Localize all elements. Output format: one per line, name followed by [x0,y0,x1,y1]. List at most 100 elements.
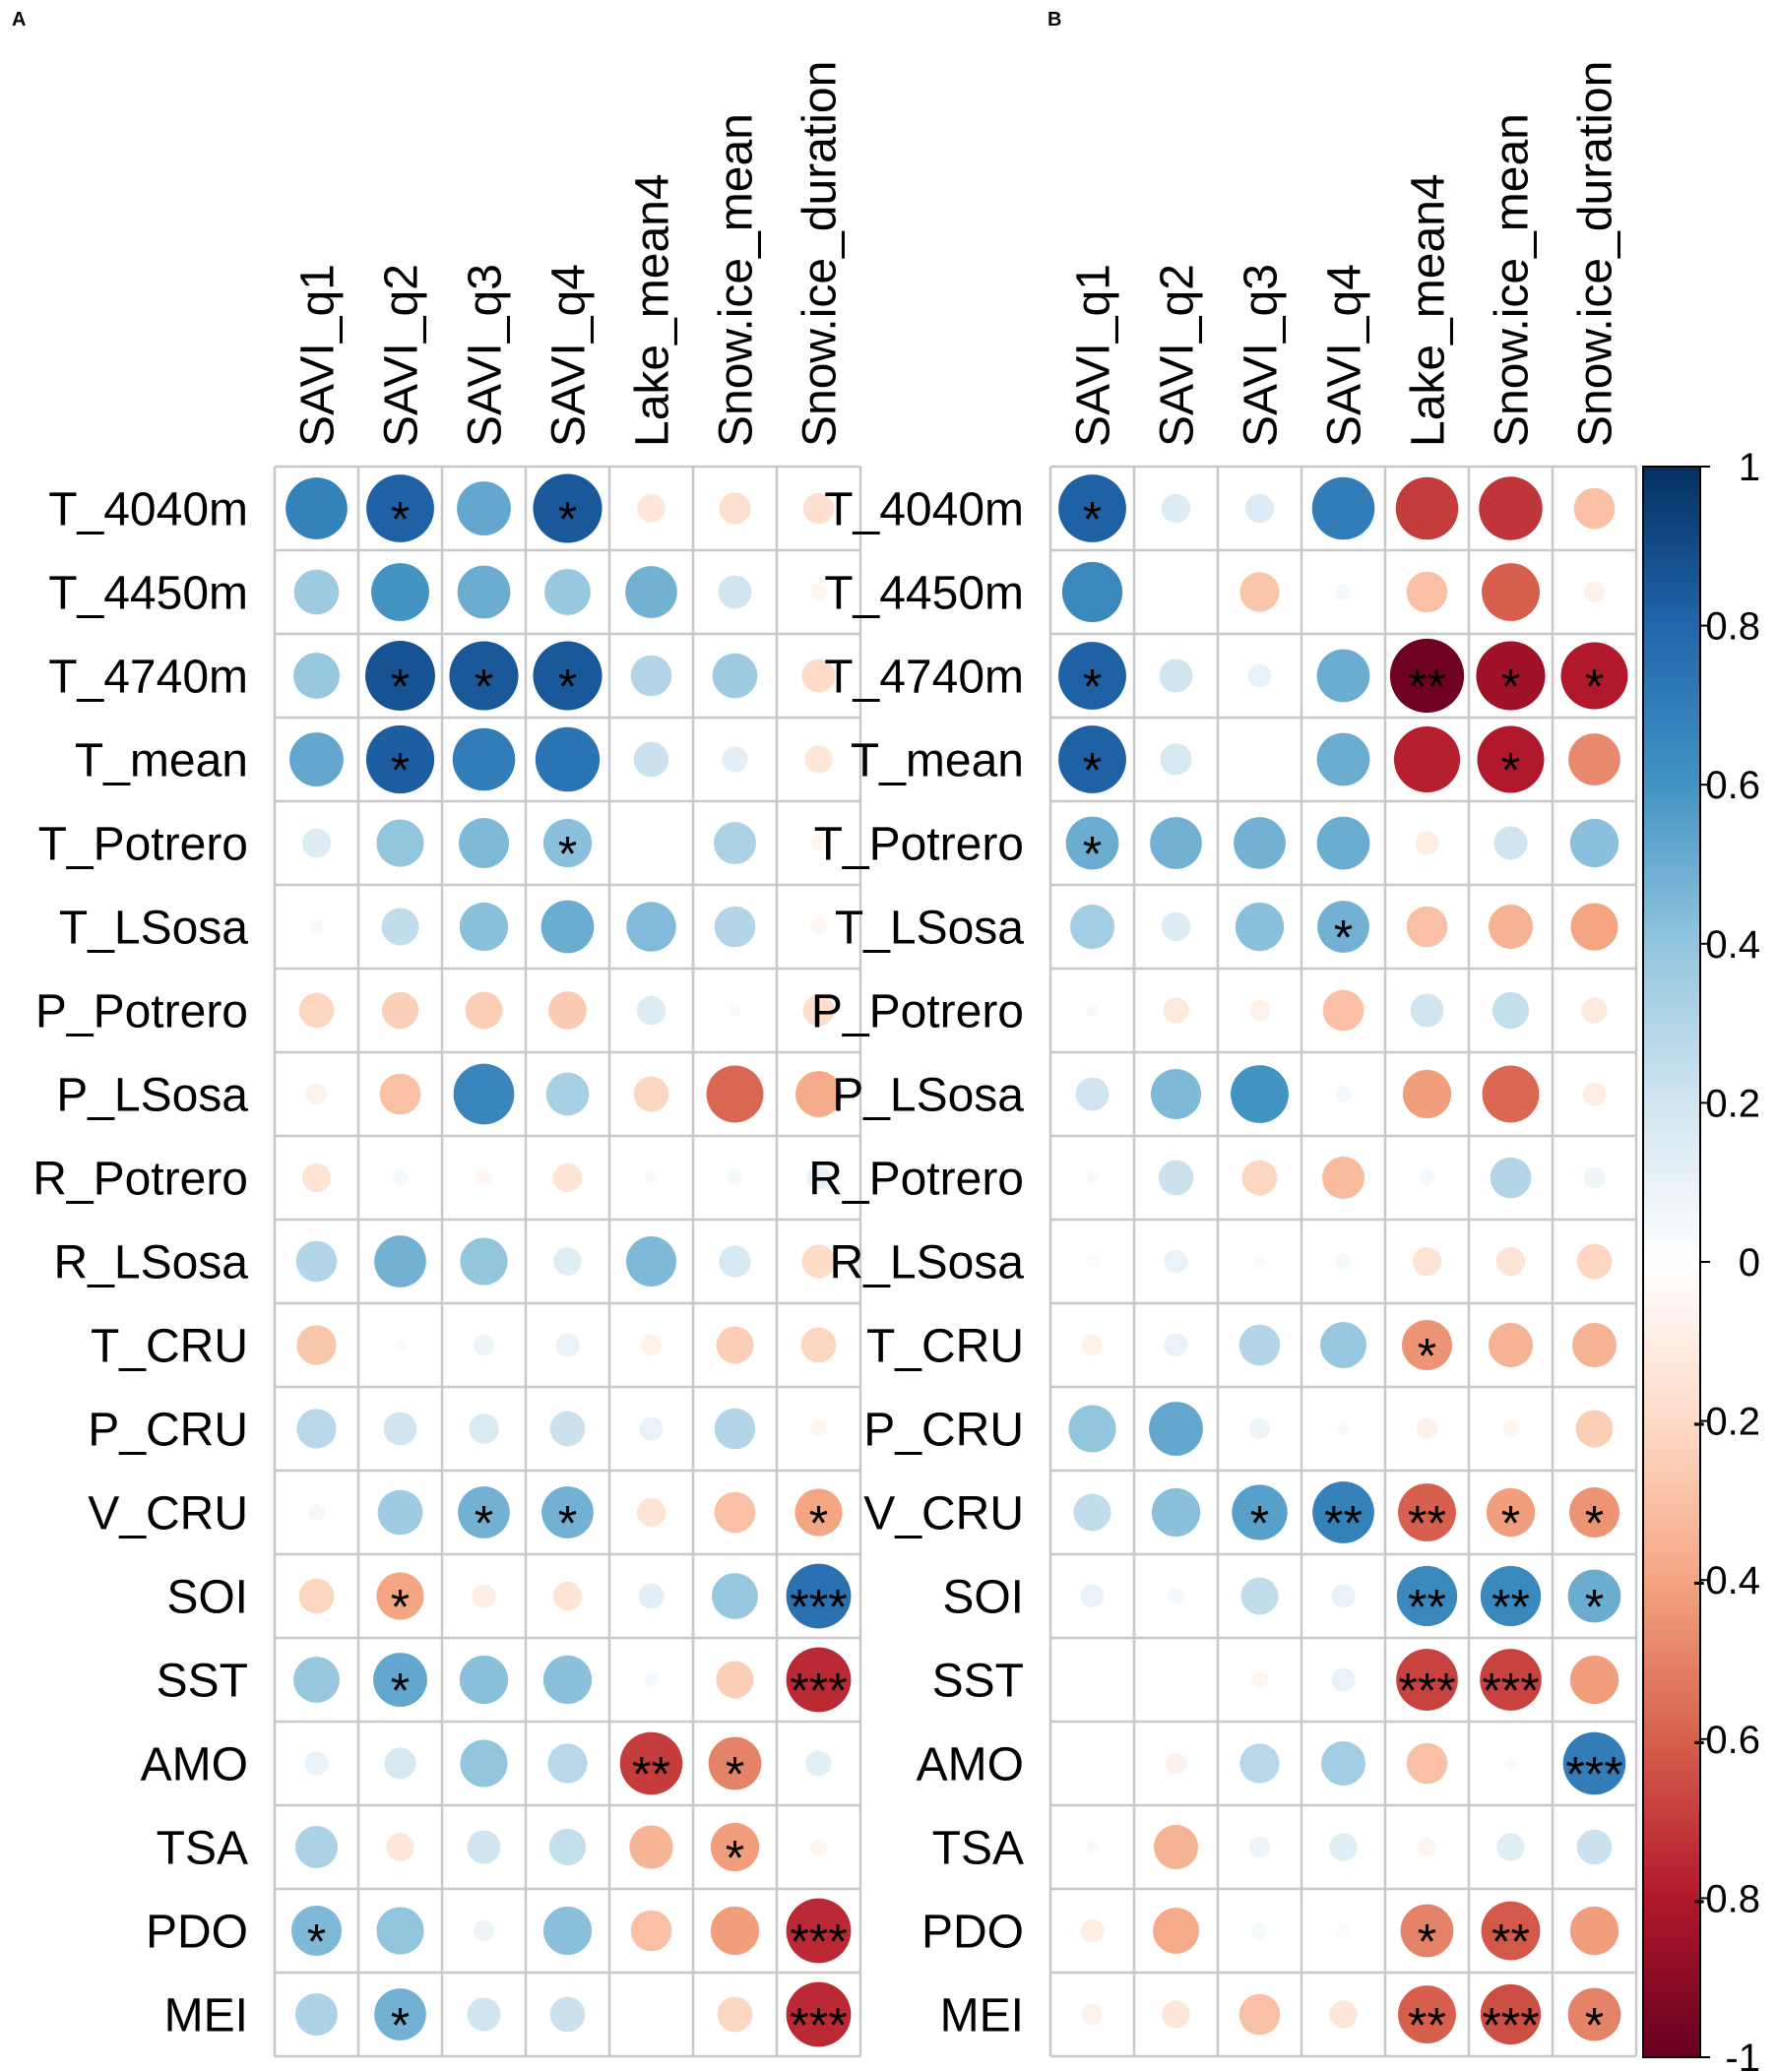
row-label: T_mean [851,735,1024,787]
correlation-circle [381,991,419,1030]
correlation-circle [1491,991,1530,1030]
correlation-circle [1576,1243,1613,1280]
correlation-circle [806,1165,831,1190]
correlation-circle [1248,1836,1271,1858]
significance-marker: ** [1491,1580,1530,1635]
row-label: R_LSosa [54,1237,249,1289]
correlation-circle [625,566,677,618]
correlation-circle [633,741,669,778]
correlation-circle [1575,1410,1614,1448]
correlation-circle [1316,732,1370,786]
correlation-circle [371,563,429,621]
correlation-circle [393,1338,408,1352]
row-label: TSA [932,1823,1024,1875]
correlation-circle [1569,818,1619,868]
significance-marker: * [391,1998,410,2053]
correlation-circle [638,1583,665,1609]
row-label: P_Potrero [811,986,1024,1038]
significance-marker: *** [790,1664,847,1719]
correlation-circle [293,1657,340,1703]
column-label: SAVI_q3 [460,264,512,447]
correlation-circle [460,1739,508,1788]
significance-marker: * [1501,743,1520,798]
correlation-circle [810,1839,827,1855]
significance-marker: * [1418,1329,1436,1384]
correlation-circle [1402,1320,1452,1370]
significance-marker: ** [1408,1998,1446,2053]
correlation-circle [469,1413,499,1444]
correlation-circle [1163,997,1189,1024]
color-scale-tick-label: 0.2 [1705,1082,1760,1125]
significance-marker: * [558,827,577,882]
correlation-circle [542,818,593,868]
grid [273,465,862,2058]
row-label: MEI [164,1990,248,2042]
correlation-circle [1583,1166,1606,1189]
color-scale-tick-label: 0.8 [1705,605,1760,649]
correlation-circle [1336,1421,1351,1436]
correlation-circle [1560,642,1628,710]
correlation-circle [1322,989,1364,1032]
correlation-circle [1410,993,1444,1028]
correlation-circle [542,1655,593,1705]
correlation-circle [1398,1985,1456,2043]
correlation-circle [295,1826,338,1868]
correlation-circle [1161,493,1191,524]
correlation-circle [1496,1833,1525,1861]
correlation-circle [630,1910,672,1952]
column-label: SAVI_q1 [292,264,345,447]
correlation-circle [296,1409,337,1449]
correlation-circle [1476,641,1546,711]
correlation-circle [1232,1484,1288,1540]
significance-marker: *** [1482,1664,1539,1719]
grid [1048,465,1638,2058]
correlation-circle [801,659,836,693]
correlation-circle [305,1083,328,1105]
correlation-circle [1406,906,1448,948]
row-label: T_CRU [91,1321,248,1373]
correlation-circle [289,732,344,786]
correlation-circle [1415,831,1439,855]
correlation-circle [296,1325,337,1365]
row-label: T_4450m [48,568,248,620]
panel-label: A [12,9,26,31]
correlation-circle [1576,1829,1613,1865]
correlation-circle [293,653,340,699]
correlation-circle [1073,1493,1111,1532]
significance-marker: * [1585,1580,1604,1635]
correlation-circle [1158,1160,1194,1196]
row-label: T_4040m [824,484,1024,536]
row-label: T_4040m [48,484,248,536]
correlation-circle [786,1647,852,1713]
correlation-circle [365,724,435,794]
correlation-circle [786,1898,852,1964]
correlation-circle [717,1996,753,2033]
correlation-circle [473,1919,495,1942]
significance-marker: * [1501,1496,1520,1551]
correlation-circle [1317,901,1369,953]
correlation-circle [459,1655,509,1705]
correlation-circle [1231,1065,1289,1123]
correlation-circle [637,494,666,523]
correlation-circle [1311,476,1375,540]
significance-marker: * [809,1496,828,1551]
correlation-circle [545,1072,590,1116]
column-label: SAVI_q1 [1068,264,1120,447]
significance-marker: * [307,1915,326,1970]
column-label: SAVI_q3 [1236,264,1288,447]
correlation-circle [542,1906,593,1956]
color-scale-tick-label: -1 [1725,2037,1760,2072]
significance-marker: * [391,492,410,547]
row-label: T_CRU [866,1321,1024,1373]
correlation-circle [719,1245,751,1278]
row-label: SOI [166,1572,248,1624]
correlation-circle [1154,1825,1198,1869]
color-scale-tick-label: -0.8 [1692,1877,1760,1920]
correlation-circle [301,828,332,858]
correlation-circle [549,1996,586,2033]
correlation-circle [1393,725,1461,793]
correlation-circle [1335,1086,1352,1102]
correlation-circle [1489,1323,1533,1367]
column-label: Snow.ice_duration [794,61,847,447]
